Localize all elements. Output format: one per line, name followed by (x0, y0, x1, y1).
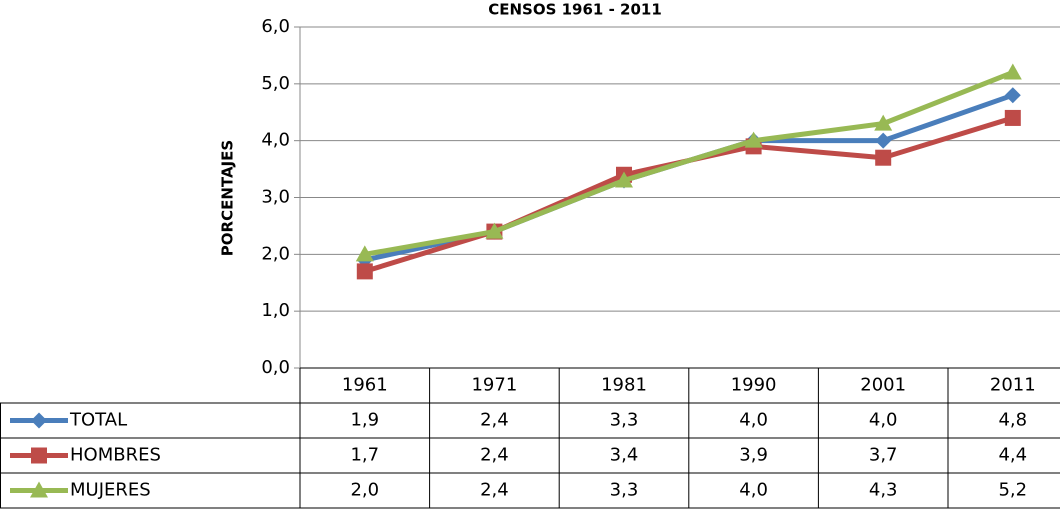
data-point (744, 131, 763, 148)
legend-marker (31, 412, 47, 429)
table-value: 4,8 (998, 410, 1027, 431)
y-tick-label: 3,0 (261, 187, 290, 208)
table-value: 4,0 (739, 480, 768, 501)
legend-label: TOTAL (69, 410, 127, 431)
y-tick-label: 0,0 (261, 357, 290, 378)
table-value: 2,4 (480, 410, 509, 431)
y-tick-label: 6,0 (261, 16, 290, 37)
x-tick-label: 2011 (990, 375, 1036, 396)
y-axis-label: PORCENTAJES (219, 140, 237, 256)
table-value: 3,9 (739, 445, 768, 466)
x-tick-label: 1971 (471, 375, 517, 396)
table-value: 4,0 (869, 410, 898, 431)
legend-marker (31, 447, 47, 464)
table-value: 4,0 (739, 410, 768, 431)
legend-label: MUJERES (70, 480, 151, 501)
table-value: 2,4 (480, 480, 509, 501)
table-value: 3,3 (610, 410, 639, 431)
table-value: 2,4 (480, 445, 509, 466)
table-value: 1,9 (350, 410, 379, 431)
data-point (485, 222, 504, 239)
table-value: 3,3 (610, 480, 639, 501)
y-tick-label: 4,0 (261, 130, 290, 151)
y-tick-label: 2,0 (261, 243, 290, 264)
y-tick-label: 1,0 (261, 300, 290, 321)
data-point (875, 149, 892, 166)
legend-label: HOMBRES (70, 445, 161, 466)
data-point (874, 114, 893, 131)
data-point (1004, 87, 1021, 104)
x-tick-label: 1981 (601, 375, 647, 396)
data-point (355, 245, 374, 262)
legend-marker (30, 481, 48, 498)
series-line (364, 70, 1014, 257)
x-tick-label: 2001 (860, 375, 906, 396)
table-value: 4,3 (869, 480, 898, 501)
table-value: 1,7 (350, 445, 379, 466)
table-value: 4,4 (998, 445, 1027, 466)
data-point (615, 171, 633, 188)
table-value: 2,0 (350, 480, 379, 501)
chart-title: CENSOS 1961 - 2011 (488, 1, 662, 19)
data-point (1003, 63, 1022, 80)
data-point (1004, 109, 1021, 126)
table-value: 5,2 (998, 480, 1027, 501)
data-point (356, 263, 373, 280)
data-point (875, 132, 892, 149)
y-tick-label: 5,0 (261, 73, 290, 94)
x-tick-label: 1961 (342, 375, 388, 396)
table-value: 3,7 (869, 445, 898, 466)
table-value: 3,4 (610, 445, 639, 466)
x-tick-label: 1990 (731, 375, 777, 396)
